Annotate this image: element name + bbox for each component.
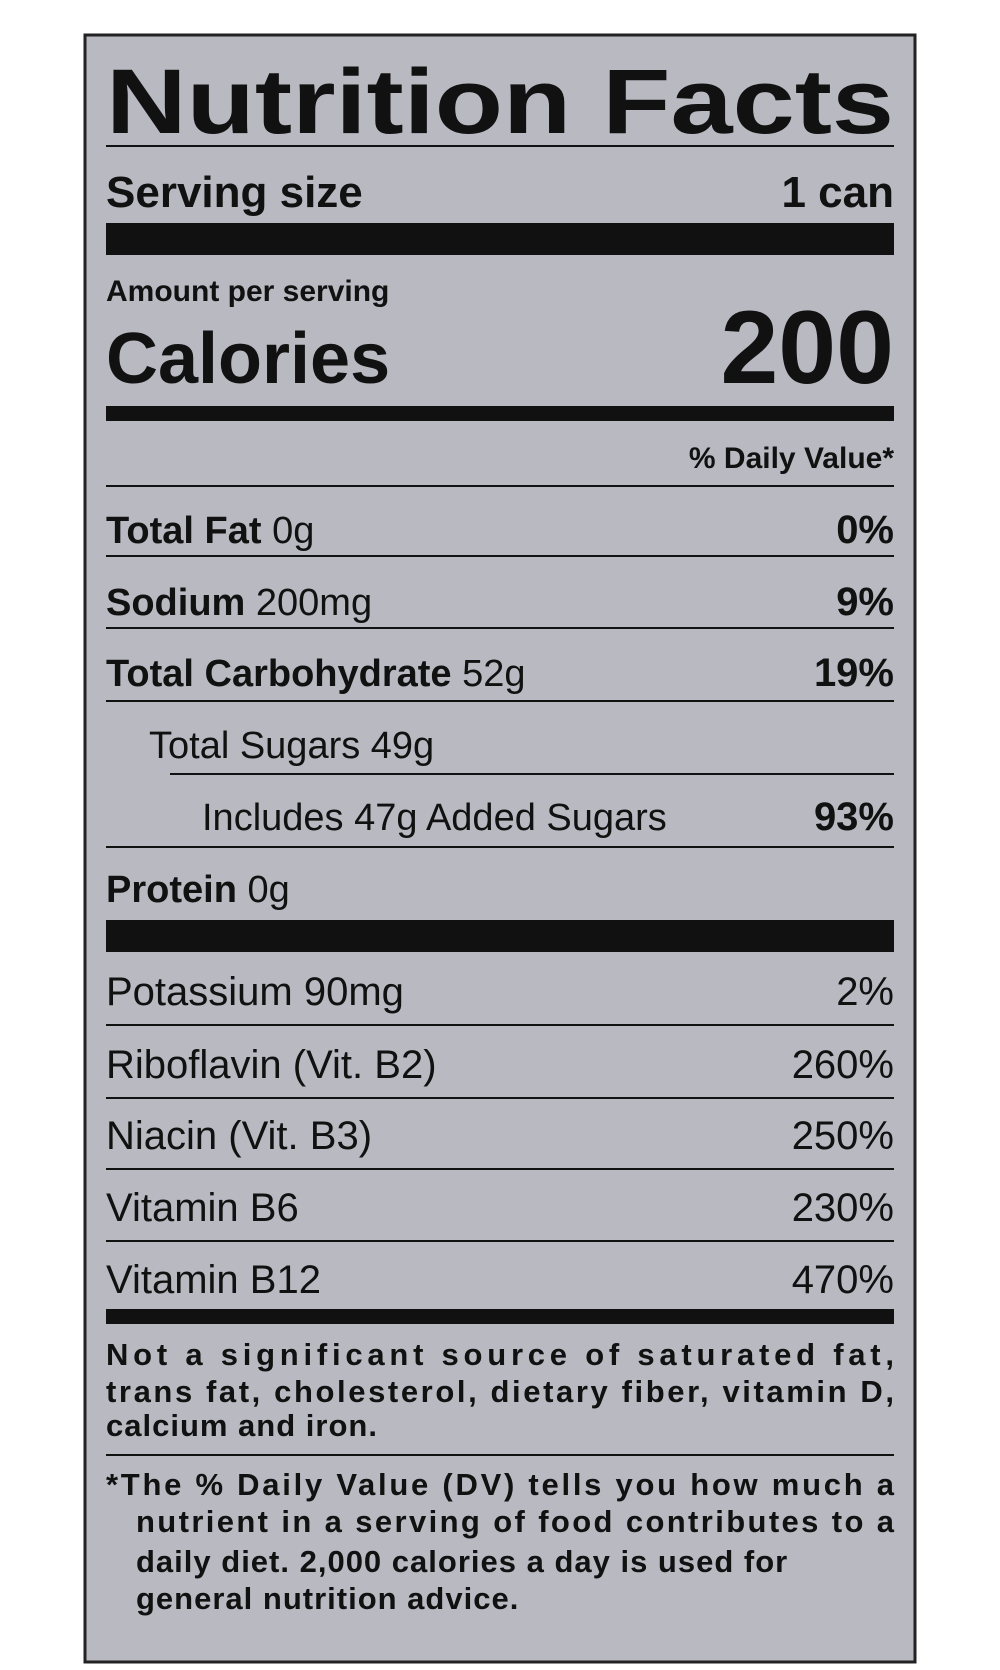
rule bbox=[106, 1454, 894, 1456]
rule bbox=[106, 145, 894, 147]
thick-rule bbox=[106, 920, 894, 952]
vitamin-dv: 2% bbox=[836, 970, 894, 1014]
nutrient-name: Protein bbox=[106, 869, 237, 911]
nutrient-dv: 19% bbox=[814, 651, 894, 695]
vitamin-text: Vitamin B6 bbox=[106, 1186, 299, 1230]
rule bbox=[106, 1024, 894, 1026]
nutrient: Total Carbohydrate 52g bbox=[106, 653, 526, 695]
serving-label: Serving size bbox=[106, 168, 363, 217]
footnote-line: Not a significant source of saturated fa… bbox=[106, 1337, 894, 1372]
vitamin-text: Potassium 90mg bbox=[106, 970, 404, 1014]
nutrient-text: Includes 47g Added Sugars bbox=[202, 797, 667, 839]
nutrient-name: Total Fat bbox=[106, 510, 262, 552]
nutrient-amount: 0g bbox=[247, 869, 289, 911]
vitamin-dv: 250% bbox=[792, 1114, 894, 1158]
vitamin-text: Riboflavin (Vit. B2) bbox=[106, 1043, 437, 1087]
footnote-line: calcium and iron. bbox=[106, 1408, 378, 1443]
nutrient: Total Fat 0g bbox=[106, 510, 314, 552]
nutrient-dv: 0% bbox=[836, 508, 894, 552]
vitamin-text: Vitamin B12 bbox=[106, 1258, 321, 1302]
rule bbox=[106, 700, 894, 702]
thick-rule bbox=[106, 223, 894, 255]
nutrient-amount: 0g bbox=[272, 510, 314, 552]
amount-per-serving: Amount per serving bbox=[106, 275, 389, 308]
footnote-line: general nutrition advice. bbox=[136, 1581, 519, 1616]
rule bbox=[106, 485, 894, 487]
footnote-line: *The % Daily Value (DV) tells you how mu… bbox=[106, 1467, 895, 1502]
nutrient-text: Total Sugars 49g bbox=[149, 725, 434, 767]
nutrient: Total Sugars 49g bbox=[149, 725, 434, 767]
thick-rule bbox=[106, 406, 894, 421]
calories-value: 200 bbox=[720, 290, 894, 406]
panel bbox=[83, 33, 917, 1664]
footnote-line: trans fat, cholesterol, dietary fiber, v… bbox=[106, 1374, 894, 1409]
nutrient: Protein 0g bbox=[106, 869, 290, 911]
nutrient-name: Sodium bbox=[106, 582, 245, 624]
rule bbox=[106, 1240, 894, 1242]
vitamin-dv: 470% bbox=[792, 1258, 894, 1302]
vitamin-dv: 260% bbox=[792, 1043, 894, 1087]
footnote-line: nutrient in a serving of food contribute… bbox=[136, 1504, 895, 1539]
rule bbox=[106, 555, 894, 557]
title: Nutrition Facts bbox=[106, 51, 894, 153]
nutrient-dv: 93% bbox=[814, 795, 894, 839]
nutrient-name: Total Carbohydrate bbox=[106, 653, 452, 695]
rule bbox=[170, 773, 894, 775]
thick-rule bbox=[106, 1309, 894, 1324]
nutrient-amount: 200mg bbox=[256, 582, 372, 624]
serving-value: 1 can bbox=[781, 168, 894, 217]
rule bbox=[106, 1097, 894, 1099]
rule bbox=[106, 846, 894, 848]
footnote-line: daily diet. 2,000 calories a day is used… bbox=[136, 1544, 788, 1579]
daily-value-header: % Daily Value* bbox=[689, 442, 894, 475]
calories-label: Calories bbox=[106, 319, 390, 399]
vitamin-dv: 230% bbox=[792, 1186, 894, 1230]
rule bbox=[106, 1168, 894, 1170]
nutrient: Sodium 200mg bbox=[106, 582, 372, 624]
vitamin-text: Niacin (Vit. B3) bbox=[106, 1114, 372, 1158]
nutrient-amount: 52g bbox=[462, 653, 525, 695]
rule bbox=[106, 627, 894, 629]
nutrient-dv: 9% bbox=[836, 580, 894, 624]
nutrient: Includes 47g Added Sugars bbox=[202, 797, 667, 839]
